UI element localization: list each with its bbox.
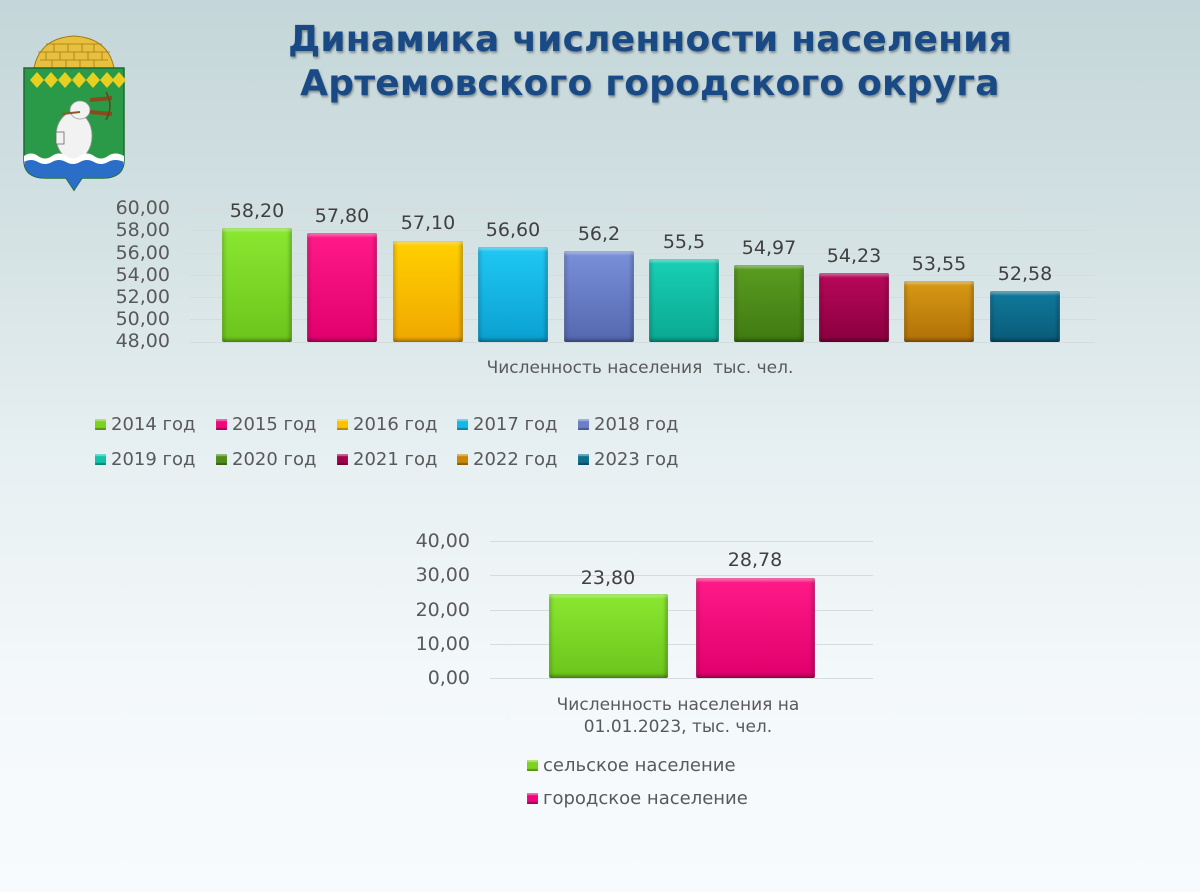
bar-rural bbox=[549, 594, 668, 678]
legend-item-rural: сельское население bbox=[527, 755, 736, 776]
y-tick: 60,00 bbox=[115, 197, 170, 219]
legend-item-2014: 2014 год bbox=[95, 414, 195, 435]
y-tick: 0,00 bbox=[427, 667, 470, 689]
y-tick: 50,00 bbox=[115, 308, 170, 330]
beaver-icon bbox=[55, 91, 113, 175]
y-tick: 48,00 bbox=[115, 330, 170, 352]
gridline bbox=[490, 610, 873, 611]
value-label: 56,60 bbox=[485, 219, 541, 241]
value-label: 52,58 bbox=[997, 263, 1053, 285]
legend-swatch bbox=[337, 454, 348, 465]
bar-2018 bbox=[564, 251, 634, 342]
x-axis-label: Численность населения тыс. чел. bbox=[486, 358, 794, 378]
value-label: 56,2 bbox=[577, 223, 621, 245]
legend-swatch bbox=[578, 454, 589, 465]
coat-of-arms-icon bbox=[23, 35, 126, 192]
gridline bbox=[190, 342, 1095, 343]
legend-item-2023: 2023 год bbox=[578, 449, 678, 470]
gridline bbox=[190, 208, 1095, 209]
bar-2023 bbox=[990, 291, 1060, 342]
population-dynamics-chart: 60,00 58,00 56,00 54,00 52,00 50,00 48,0… bbox=[95, 197, 1095, 470]
legend-item-2019: 2019 год bbox=[95, 449, 195, 470]
value-label-rural: 23,80 bbox=[580, 567, 636, 589]
legend-swatch bbox=[527, 793, 538, 804]
value-label: 57,10 bbox=[400, 212, 456, 234]
bar-urban bbox=[696, 578, 815, 678]
legend-item-2021: 2021 год bbox=[337, 449, 437, 470]
bar-2022 bbox=[904, 281, 974, 342]
gridline bbox=[190, 253, 1095, 254]
bar-2015 bbox=[307, 233, 377, 342]
legend-item-2015: 2015 год bbox=[216, 414, 316, 435]
legend-swatch bbox=[216, 454, 227, 465]
y-tick: 56,00 bbox=[115, 242, 170, 264]
y-tick: 40,00 bbox=[415, 530, 470, 552]
y-tick: 30,00 bbox=[415, 564, 470, 586]
y-tick: 58,00 bbox=[115, 219, 170, 241]
legend-swatch bbox=[578, 419, 589, 430]
legend-item-2018: 2018 год bbox=[578, 414, 678, 435]
bar-2021 bbox=[819, 273, 889, 342]
bar-2020 bbox=[734, 265, 804, 342]
value-label: 57,80 bbox=[314, 205, 370, 227]
bar-2017 bbox=[478, 247, 548, 342]
legend-swatch bbox=[95, 454, 106, 465]
y-tick: 54,00 bbox=[115, 264, 170, 286]
legend-item-2022: 2022 год bbox=[457, 449, 557, 470]
value-label: 53,55 bbox=[911, 253, 967, 275]
gridline bbox=[190, 275, 1095, 276]
y-tick: 52,00 bbox=[115, 286, 170, 308]
gridline bbox=[190, 319, 1095, 320]
legend-item-urban: городское население bbox=[527, 788, 748, 809]
legend-swatch bbox=[457, 419, 468, 430]
bar-2016 bbox=[393, 241, 463, 342]
legend-swatch bbox=[216, 419, 227, 430]
legend-swatch bbox=[527, 760, 538, 771]
legend-swatch bbox=[457, 454, 468, 465]
legend-item-2016: 2016 год bbox=[337, 414, 437, 435]
gridline bbox=[190, 230, 1095, 231]
gridline bbox=[490, 541, 873, 542]
y-tick: 10,00 bbox=[415, 633, 470, 655]
gridline bbox=[490, 678, 873, 679]
legend-item-2017: 2017 год bbox=[457, 414, 557, 435]
title-line-1: Динамика численности населения bbox=[288, 19, 1012, 60]
bar-2014 bbox=[222, 228, 292, 342]
x-axis-label: Численность населения на 01.01.2023, тыс… bbox=[556, 695, 800, 737]
page-title: Динамика численности населения Артемовск… bbox=[250, 18, 1050, 106]
value-label: 54,23 bbox=[826, 245, 882, 267]
gridline bbox=[490, 644, 873, 645]
y-tick: 20,00 bbox=[415, 599, 470, 621]
title-line-2: Артемовского городского округа bbox=[300, 63, 1000, 104]
crown-icon bbox=[33, 35, 115, 69]
gridline bbox=[190, 297, 1095, 298]
legend-swatch bbox=[337, 419, 348, 430]
value-label: 58,20 bbox=[229, 200, 285, 222]
bar-2019 bbox=[649, 259, 719, 342]
legend-swatch bbox=[95, 419, 106, 430]
value-label-urban: 28,78 bbox=[727, 549, 783, 571]
value-label: 55,5 bbox=[662, 231, 706, 253]
gridline bbox=[490, 575, 873, 576]
legend-item-2020: 2020 год bbox=[216, 449, 316, 470]
value-label: 54,97 bbox=[741, 237, 797, 259]
